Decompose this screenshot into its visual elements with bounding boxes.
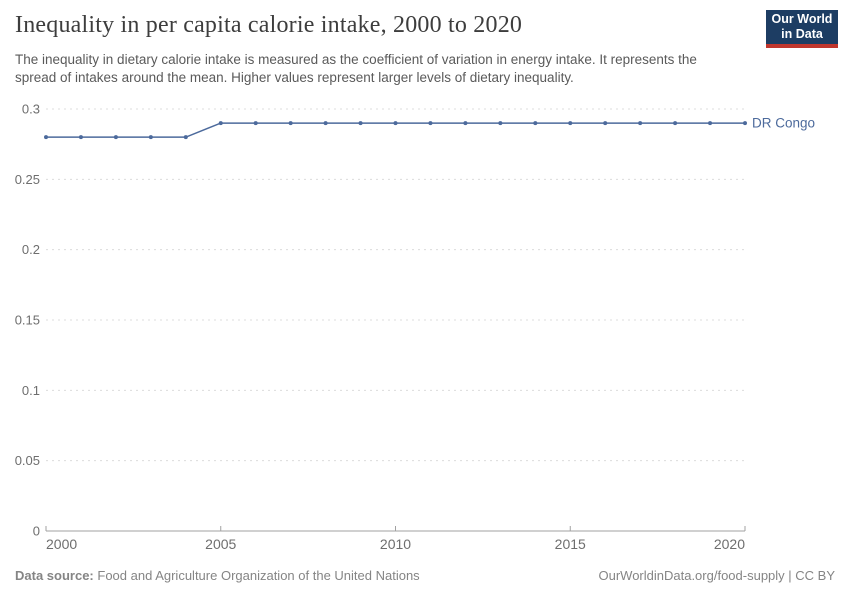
x-axis-tick-label: 2020: [714, 536, 745, 552]
data-point[interactable]: [498, 121, 503, 126]
attribution-link[interactable]: OurWorldinData.org/food-supply | CC BY: [598, 568, 835, 583]
series-label[interactable]: DR Congo: [752, 116, 815, 131]
y-axis-tick-label: 0.1: [22, 383, 40, 398]
data-point[interactable]: [568, 121, 573, 126]
data-point[interactable]: [183, 135, 188, 140]
data-point[interactable]: [148, 135, 153, 140]
data-point[interactable]: [44, 135, 48, 140]
data-point[interactable]: [708, 121, 713, 126]
data-point[interactable]: [743, 121, 747, 126]
data-point[interactable]: [288, 121, 293, 126]
chart-canvas: 0 0.05 0.1 0.15 0.2 0.25 0.3 2000 2005 2010 2015 20…: [15, 102, 815, 553]
x-axis-tick-label: 2000: [46, 536, 77, 552]
owid-logo-line2: in Data: [781, 27, 823, 41]
data-point[interactable]: [463, 121, 468, 126]
chart-footer: Data source: Food and Agriculture Organi…: [15, 568, 835, 583]
data-point[interactable]: [323, 121, 328, 126]
data-point[interactable]: [533, 121, 538, 126]
y-axis-tick-label: 0.25: [15, 172, 40, 187]
data-source: Data source: Food and Agriculture Organi…: [15, 568, 420, 583]
owid-logo-line1: Our World: [771, 12, 833, 26]
chart-title: Inequality in per capita calorie intake,…: [15, 12, 523, 38]
x-axis-tick-label: 2010: [380, 536, 411, 552]
data-point[interactable]: [673, 121, 678, 126]
data-point[interactable]: [218, 121, 223, 126]
x-axis-tick-label: 2005: [205, 536, 236, 552]
x-axis-tick-label: 2015: [555, 536, 586, 552]
y-axis-tick-label: 0: [33, 524, 40, 539]
line-chart: 0 0.05 0.1 0.15 0.2 0.25 0.3 2000 2005 2010 2015 20…: [0, 95, 850, 560]
data-point[interactable]: [638, 121, 643, 126]
data-source-label: Data source:: [15, 568, 94, 583]
data-source-text: Food and Agriculture Organization of the…: [97, 568, 420, 583]
data-point[interactable]: [113, 135, 118, 140]
owid-logo[interactable]: Our World in Data: [766, 10, 838, 48]
series-line[interactable]: [46, 122, 745, 138]
y-axis-tick-label: 0.15: [15, 313, 40, 328]
y-axis-tick-label: 0.2: [22, 242, 40, 257]
data-point[interactable]: [393, 121, 398, 126]
data-point[interactable]: [358, 121, 363, 126]
data-point[interactable]: [253, 121, 258, 126]
chart-subtitle: The inequality in dietary calorie intake…: [15, 52, 697, 85]
y-axis-tick-label: 0.3: [22, 102, 40, 117]
data-point[interactable]: [428, 121, 433, 126]
y-axis-tick-label: 0.05: [15, 453, 40, 468]
data-point[interactable]: [78, 135, 83, 140]
data-point[interactable]: [603, 121, 608, 126]
